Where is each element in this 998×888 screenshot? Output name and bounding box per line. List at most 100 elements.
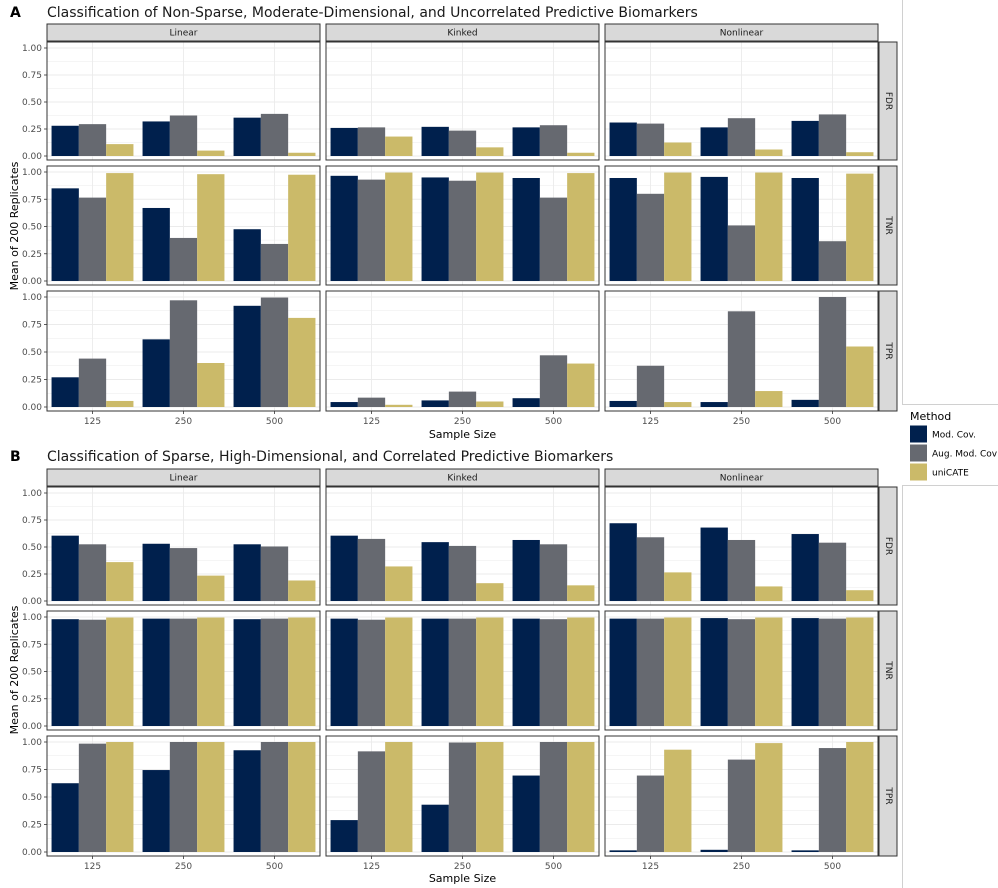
strip-label-tpr: TPR	[883, 341, 893, 359]
x-tick-label: 125	[642, 862, 659, 872]
bar-tpr-kinked-250-unicate	[476, 401, 504, 407]
bar-tpr-linear-500-aug-mod-cov	[260, 742, 289, 852]
x-tick-label: 125	[363, 417, 380, 427]
bar-fdr-nonlinear-125-aug-mod-cov	[636, 537, 665, 601]
bar-tpr-nonlinear-500-aug-mod-cov	[818, 748, 847, 852]
bar-tpr-nonlinear-500-mod-cov	[791, 850, 819, 852]
bar-tnr-kinked-500-unicate	[567, 173, 595, 281]
bar-tnr-linear-250-mod-cov	[142, 618, 170, 726]
x-tick-label: 125	[363, 862, 380, 872]
bar-tpr-kinked-125-unicate	[385, 404, 413, 407]
panel-border	[46, 610, 321, 731]
legend-label-unicate: uniCATE	[932, 469, 969, 479]
bar-tpr-linear-500-mod-cov	[233, 750, 261, 852]
bar-fdr-kinked-250-aug-mod-cov	[448, 545, 477, 601]
bar-fdr-linear-500-mod-cov	[233, 117, 261, 156]
bar-tpr-nonlinear-250-aug-mod-cov	[727, 759, 756, 852]
bar-fdr-linear-250-unicate	[197, 150, 225, 156]
y-tick-label: 0.00	[22, 277, 42, 287]
strip-linear	[46, 468, 321, 487]
strip-fdr	[878, 486, 898, 606]
y-tick-label: 0.75	[22, 195, 42, 205]
bar-tpr-linear-125-unicate	[106, 400, 134, 407]
bar-tnr-linear-125-unicate	[106, 617, 134, 726]
bar-tpr-nonlinear-125-unicate	[664, 749, 692, 852]
bar-tpr-nonlinear-500-mod-cov	[791, 399, 819, 407]
x-tick-label: 500	[545, 862, 562, 872]
bar-fdr-nonlinear-250-aug-mod-cov	[727, 539, 756, 601]
panel-border	[604, 165, 879, 286]
bar-tpr-linear-125-aug-mod-cov	[78, 743, 107, 852]
bar-tnr-linear-500-unicate	[288, 174, 316, 281]
bar-tnr-kinked-250-aug-mod-cov	[448, 180, 477, 281]
bar-fdr-kinked-500-mod-cov	[512, 539, 540, 601]
bar-tnr-linear-250-unicate	[197, 617, 225, 726]
bar-tpr-kinked-125-mod-cov	[330, 402, 358, 407]
strip-tpr	[878, 735, 898, 857]
bar-tpr-linear-250-unicate	[197, 363, 225, 407]
bar-tpr-kinked-500-aug-mod-cov	[539, 355, 568, 407]
bar-fdr-linear-500-unicate	[288, 152, 316, 156]
chart-title: Classification of Non-Sparse, Moderate-D…	[47, 5, 698, 21]
bar-fdr-linear-125-unicate	[106, 144, 134, 156]
bar-fdr-linear-500-aug-mod-cov	[260, 546, 289, 601]
bar-tnr-nonlinear-250-unicate	[755, 617, 783, 726]
bar-tpr-linear-500-mod-cov	[233, 305, 261, 407]
x-axis-title: Sample Size	[429, 872, 497, 885]
strip-tpr	[878, 290, 898, 412]
bar-tpr-nonlinear-250-unicate	[755, 743, 783, 852]
bar-tnr-kinked-500-mod-cov	[512, 618, 540, 726]
bar-fdr-kinked-125-unicate	[385, 136, 413, 156]
bar-tpr-nonlinear-125-mod-cov	[609, 850, 637, 852]
bar-tnr-nonlinear-125-aug-mod-cov	[636, 618, 665, 726]
bar-tnr-linear-125-aug-mod-cov	[78, 619, 107, 726]
strip-label-linear: Linear	[170, 29, 198, 39]
bar-fdr-kinked-250-aug-mod-cov	[448, 130, 477, 156]
bar-tpr-linear-500-unicate	[288, 317, 316, 407]
panel-letter: A	[10, 5, 21, 21]
bar-tpr-nonlinear-250-unicate	[755, 391, 783, 407]
bar-fdr-kinked-125-aug-mod-cov	[357, 538, 386, 601]
bar-fdr-kinked-500-unicate	[567, 585, 595, 601]
bar-fdr-linear-250-mod-cov	[142, 543, 170, 601]
y-tick-label: 0.50	[22, 98, 42, 108]
y-tick-label: 1.00	[22, 293, 42, 303]
bar-tpr-nonlinear-125-unicate	[664, 402, 692, 407]
y-tick-label: 0.75	[22, 640, 42, 650]
panel-border	[604, 486, 879, 606]
bar-tpr-kinked-125-aug-mod-cov	[357, 397, 386, 407]
bar-tpr-kinked-250-aug-mod-cov	[448, 391, 477, 407]
bar-tpr-nonlinear-500-aug-mod-cov	[818, 297, 847, 407]
bar-tpr-linear-500-unicate	[288, 742, 316, 852]
bar-tpr-linear-125-unicate	[106, 742, 134, 852]
y-tick-label: 0.25	[22, 250, 42, 260]
bar-fdr-linear-125-mod-cov	[51, 535, 79, 601]
bar-tnr-kinked-125-unicate	[385, 172, 413, 281]
bar-fdr-nonlinear-500-mod-cov	[791, 534, 819, 601]
bar-tnr-kinked-500-aug-mod-cov	[539, 619, 568, 726]
bar-fdr-linear-250-unicate	[197, 575, 225, 601]
bar-tnr-nonlinear-500-aug-mod-cov	[818, 241, 847, 281]
bar-tpr-kinked-250-unicate	[476, 742, 504, 852]
legend-swatch-aug-mod-cov	[910, 444, 927, 462]
x-tick-label: 500	[266, 862, 283, 872]
y-tick-label: 0.50	[22, 793, 42, 803]
x-tick-label: 250	[454, 862, 471, 872]
strip-nonlinear	[604, 23, 879, 42]
bar-tpr-linear-125-aug-mod-cov	[78, 358, 107, 407]
bar-fdr-kinked-250-unicate	[476, 147, 504, 156]
bar-tpr-nonlinear-125-aug-mod-cov	[636, 775, 665, 852]
bar-tpr-linear-250-aug-mod-cov	[169, 742, 198, 852]
bar-fdr-kinked-125-mod-cov	[330, 127, 358, 156]
bar-tpr-kinked-500-unicate	[567, 363, 595, 407]
bar-tnr-nonlinear-250-mod-cov	[700, 618, 728, 726]
x-tick-label: 250	[454, 417, 471, 427]
bar-tnr-linear-125-mod-cov	[51, 619, 79, 726]
bar-fdr-nonlinear-500-aug-mod-cov	[818, 114, 847, 156]
panels: A Classification of Non-Sparse, Moderate-…	[8, 5, 898, 885]
strip-linear	[46, 23, 321, 42]
bar-tnr-kinked-125-aug-mod-cov	[357, 179, 386, 281]
bar-tnr-linear-500-unicate	[288, 617, 316, 726]
bar-tpr-nonlinear-500-unicate	[846, 742, 874, 852]
bar-tpr-kinked-250-mod-cov	[421, 400, 449, 407]
